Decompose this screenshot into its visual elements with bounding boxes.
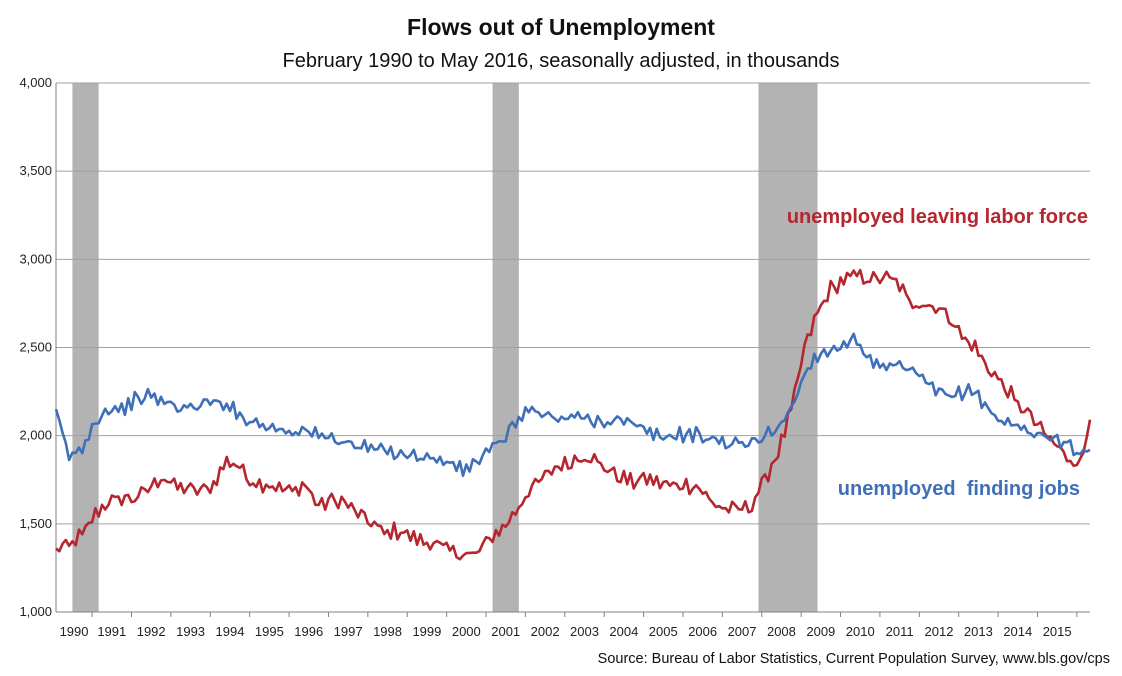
x-tick-label: 1990 (60, 624, 89, 639)
series-label-finding-jobs: unemployed finding jobs (838, 478, 1080, 500)
y-tick-label: 4,000 (19, 75, 52, 90)
chart-title: Flows out of Unemployment (407, 14, 715, 40)
x-tick-label: 2015 (1043, 624, 1072, 639)
x-tick-label: 2009 (806, 624, 835, 639)
series-line-finding-jobs (54, 332, 1091, 477)
x-tick-label: 2012 (925, 624, 954, 639)
x-tick-label: 2011 (886, 624, 914, 639)
x-axis: 1990 1991 1992 1993 1994 1995 1996 1997 1998 1999… (60, 612, 1078, 639)
x-tick-label: 1997 (334, 624, 363, 639)
source-note: Source: Bureau of Labor Statistics, Curr… (597, 651, 1110, 667)
x-tick-label: 1996 (294, 624, 323, 639)
x-tick-label: 2014 (1003, 624, 1032, 639)
x-tick-label: 2000 (452, 624, 481, 639)
y-axis: 1,000 1,500 2,000 2,500 3,000 3,500 4,000 (19, 75, 52, 619)
x-tick-label: 2004 (609, 624, 638, 639)
x-tick-label: 2002 (531, 624, 560, 639)
y-tick-label: 3,000 (19, 251, 52, 266)
x-tick-label: 2013 (964, 624, 993, 639)
y-tick-label: 1,000 (19, 604, 52, 619)
y-tick-label: 1,500 (19, 516, 52, 531)
x-tick-label: 1992 (137, 624, 166, 639)
x-tick-label: 1993 (176, 624, 205, 639)
y-tick-label: 2,000 (19, 428, 52, 443)
x-tick-label: 1999 (412, 624, 441, 639)
series-label-leaving-labor-force: unemployed leaving labor force (787, 206, 1088, 228)
x-tick-label: 2008 (767, 624, 796, 639)
x-tick-label: 2001 (491, 624, 520, 639)
gridlines (55, 82, 1090, 613)
x-tick-label: 1998 (373, 624, 402, 639)
x-tick-label: 1991 (97, 624, 126, 639)
y-tick-label: 2,500 (19, 340, 52, 355)
x-tick-label: 2006 (688, 624, 717, 639)
series-line-leaving-labor-force (55, 268, 1092, 561)
x-tick-label: 1995 (255, 624, 284, 639)
y-tick-label: 3,500 (19, 163, 52, 178)
x-tick-label: 2010 (846, 624, 875, 639)
x-tick-label: 1994 (216, 624, 245, 639)
x-tick-label: 2005 (649, 624, 678, 639)
x-tick-label: 2007 (728, 624, 757, 639)
x-tick-label: 2003 (570, 624, 599, 639)
series-lines (54, 268, 1092, 561)
chart-subtitle: February 1990 to May 2016, seasonally ad… (282, 50, 840, 72)
